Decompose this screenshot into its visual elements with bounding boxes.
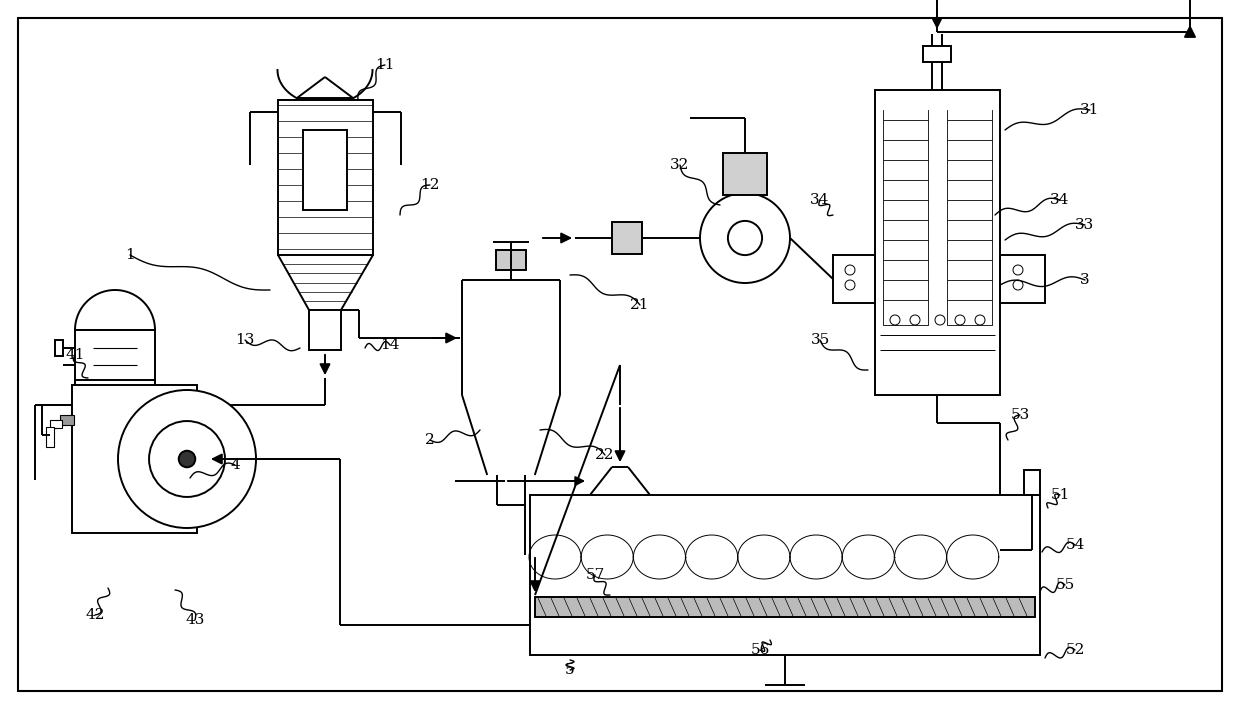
Bar <box>529 495 1040 655</box>
Text: 1: 1 <box>125 248 135 262</box>
Text: 3: 3 <box>1080 273 1090 287</box>
Bar <box>50 420 62 428</box>
Text: 11: 11 <box>376 58 394 72</box>
Bar <box>1024 470 1040 495</box>
Bar <box>875 90 999 395</box>
Text: 52: 52 <box>1065 643 1085 657</box>
Text: 14: 14 <box>381 338 399 352</box>
Text: 13: 13 <box>236 333 254 347</box>
Bar <box>55 340 63 356</box>
Text: 53: 53 <box>1011 408 1029 422</box>
Text: 5: 5 <box>565 663 575 677</box>
Bar <box>613 222 642 254</box>
Text: 32: 32 <box>671 158 689 172</box>
Text: 57: 57 <box>585 568 605 582</box>
Text: 42: 42 <box>86 608 104 622</box>
Bar <box>309 310 341 350</box>
Bar <box>999 255 1045 303</box>
Text: 35: 35 <box>811 333 830 347</box>
Text: 34: 34 <box>1050 193 1070 207</box>
Text: 21: 21 <box>630 298 650 312</box>
Bar <box>278 100 373 255</box>
Bar <box>303 130 347 210</box>
Bar <box>723 153 768 195</box>
Circle shape <box>179 451 195 467</box>
Text: 12: 12 <box>420 178 440 192</box>
Text: 51: 51 <box>1050 488 1070 502</box>
Bar <box>923 46 951 62</box>
Text: 33: 33 <box>1075 218 1095 232</box>
Bar <box>74 330 155 380</box>
Text: 4: 4 <box>231 458 239 472</box>
Bar <box>60 415 74 425</box>
Text: 41: 41 <box>66 348 84 362</box>
Text: 43: 43 <box>185 613 205 627</box>
Bar <box>833 255 875 303</box>
Text: 55: 55 <box>1055 578 1075 592</box>
Bar <box>496 250 526 270</box>
Text: 22: 22 <box>595 448 615 462</box>
Text: 54: 54 <box>1065 538 1085 552</box>
Text: 31: 31 <box>1080 103 1100 117</box>
Circle shape <box>118 390 255 528</box>
Bar <box>72 385 197 533</box>
Text: 2: 2 <box>425 433 435 447</box>
Text: 56: 56 <box>750 643 770 657</box>
Circle shape <box>149 421 224 497</box>
Text: 34: 34 <box>810 193 830 207</box>
Bar <box>534 597 1035 617</box>
Bar <box>46 427 55 447</box>
